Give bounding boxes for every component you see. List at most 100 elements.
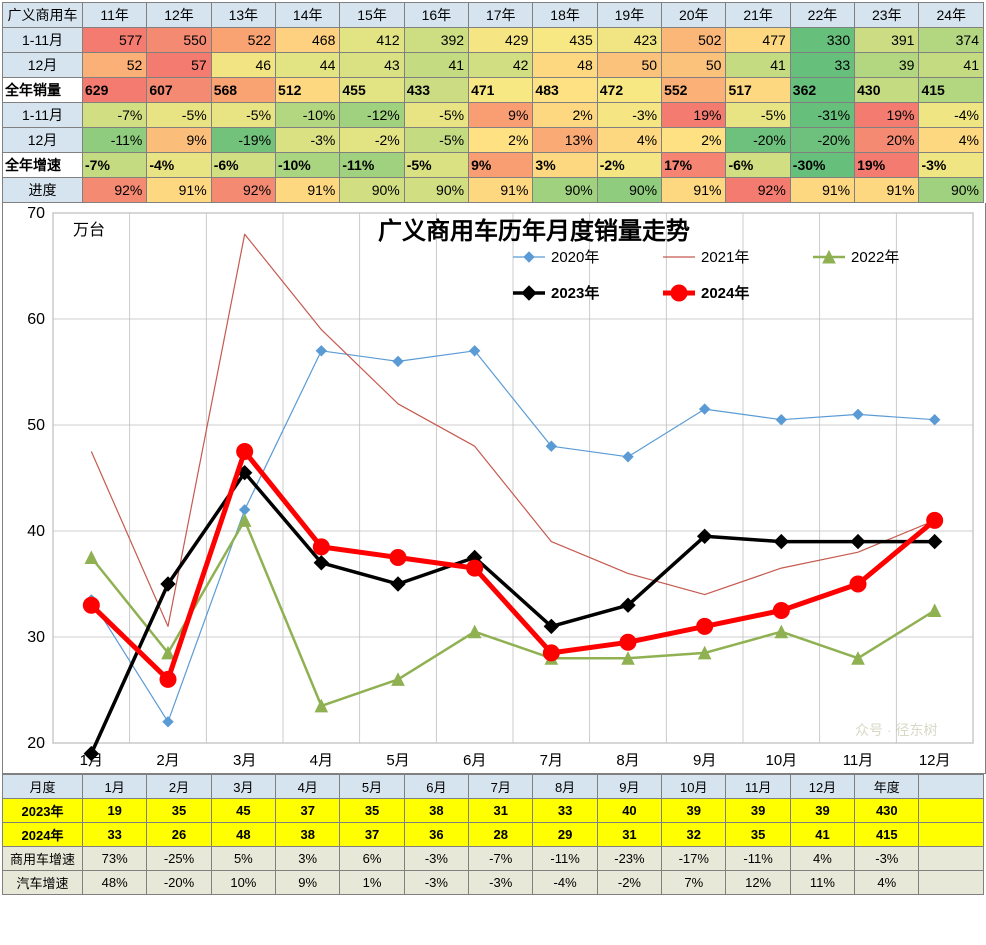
data-cell: -30% [790, 153, 854, 178]
bottom-cell: 48% [83, 871, 147, 895]
svg-text:70: 70 [27, 205, 45, 222]
data-cell: 90% [340, 178, 404, 203]
data-cell: -11% [83, 128, 147, 153]
data-cell: 91% [276, 178, 340, 203]
svg-text:6月: 6月 [463, 752, 486, 769]
bottom-cell: -3% [404, 847, 468, 871]
month-header: 1月 [83, 775, 147, 799]
bottom-cell: -23% [597, 847, 661, 871]
bottom-cell: 11% [790, 871, 854, 895]
bottom-cell: 35 [147, 799, 211, 823]
svg-text:5月: 5月 [386, 752, 409, 769]
bottom-cell: 7% [662, 871, 726, 895]
data-cell: 17% [662, 153, 726, 178]
data-cell: 455 [340, 78, 404, 103]
data-cell: 91% [469, 178, 533, 203]
svg-text:7月: 7月 [540, 752, 563, 769]
bottom-cell: 5% [211, 847, 275, 871]
bottom-cell: -3% [469, 871, 533, 895]
row-label: 1-11月 [3, 103, 83, 128]
data-cell: 4% [597, 128, 661, 153]
month-header: 年度 [855, 775, 919, 799]
month-header: 6月 [404, 775, 468, 799]
svg-text:2021年: 2021年 [701, 249, 749, 266]
year-header: 20年 [662, 3, 726, 28]
svg-text:3月: 3月 [233, 752, 256, 769]
data-cell: 39 [855, 53, 919, 78]
data-cell: 50 [597, 53, 661, 78]
bottom-cell: 430 [855, 799, 919, 823]
row-label: 全年销量 [3, 78, 83, 103]
month-header: 2月 [147, 775, 211, 799]
data-cell: 423 [597, 28, 661, 53]
data-cell: -3% [276, 128, 340, 153]
bottom-cell: 10% [211, 871, 275, 895]
data-cell: -5% [726, 103, 790, 128]
bottom-cell [919, 871, 984, 895]
bottom-cell: 38 [276, 823, 340, 847]
bottom-cell: 26 [147, 823, 211, 847]
bottom-cell: 35 [340, 799, 404, 823]
month-header: 10月 [662, 775, 726, 799]
data-cell: 477 [726, 28, 790, 53]
data-cell: 374 [919, 28, 984, 53]
data-cell: 552 [662, 78, 726, 103]
data-cell: 9% [147, 128, 211, 153]
row-label: 12月 [3, 128, 83, 153]
data-cell: -7% [83, 153, 147, 178]
bottom-cell: 33 [83, 823, 147, 847]
data-cell: -10% [276, 153, 340, 178]
bottom-cell: -11% [726, 847, 790, 871]
bottom-cell [919, 847, 984, 871]
data-cell: -20% [726, 128, 790, 153]
svg-text:2022年: 2022年 [851, 249, 899, 266]
data-cell: 90% [533, 178, 597, 203]
bottom-cell: 48 [211, 823, 275, 847]
svg-text:2024年: 2024年 [701, 284, 749, 302]
data-cell: 19% [662, 103, 726, 128]
bottom-cell: 37 [276, 799, 340, 823]
month-header: 5月 [340, 775, 404, 799]
data-cell: -11% [340, 153, 404, 178]
data-cell: -20% [790, 128, 854, 153]
year-header: 16年 [404, 3, 468, 28]
data-cell: -6% [211, 153, 275, 178]
bottom-cell: 39 [726, 799, 790, 823]
data-cell: -12% [340, 103, 404, 128]
bottom-cell: 4% [790, 847, 854, 871]
row-label: 12月 [3, 53, 83, 78]
bottom-cell: 9% [276, 871, 340, 895]
data-cell: 91% [855, 178, 919, 203]
summary-table: 广义商用车11年12年13年14年15年16年17年18年19年20年21年22… [2, 2, 984, 203]
svg-text:30: 30 [27, 629, 45, 646]
data-cell: 41 [726, 53, 790, 78]
bottom-cell: 32 [662, 823, 726, 847]
data-cell: 91% [147, 178, 211, 203]
bottom-cell: -25% [147, 847, 211, 871]
data-cell: 522 [211, 28, 275, 53]
data-cell: 91% [662, 178, 726, 203]
data-cell: 92% [83, 178, 147, 203]
bottom-cell [919, 799, 984, 823]
svg-text:万台: 万台 [73, 221, 105, 239]
data-cell: 468 [276, 28, 340, 53]
data-cell: 43 [340, 53, 404, 78]
bottom-cell: 31 [469, 799, 533, 823]
svg-text:众号 · 径东树: 众号 · 径东树 [855, 722, 937, 738]
bottom-cell: 45 [211, 799, 275, 823]
bottom-cell: -3% [404, 871, 468, 895]
year-header: 12年 [147, 3, 211, 28]
data-cell: 391 [855, 28, 919, 53]
data-cell: 502 [662, 28, 726, 53]
bottom-row-label: 2024年 [3, 823, 83, 847]
data-cell: 2% [469, 128, 533, 153]
data-cell: 4% [919, 128, 984, 153]
bottom-cell: 28 [469, 823, 533, 847]
data-cell: -6% [726, 153, 790, 178]
month-header: 9月 [597, 775, 661, 799]
data-cell: 517 [726, 78, 790, 103]
data-cell: 52 [83, 53, 147, 78]
bottom-cell: 40 [597, 799, 661, 823]
data-cell: 550 [147, 28, 211, 53]
data-cell: 512 [276, 78, 340, 103]
